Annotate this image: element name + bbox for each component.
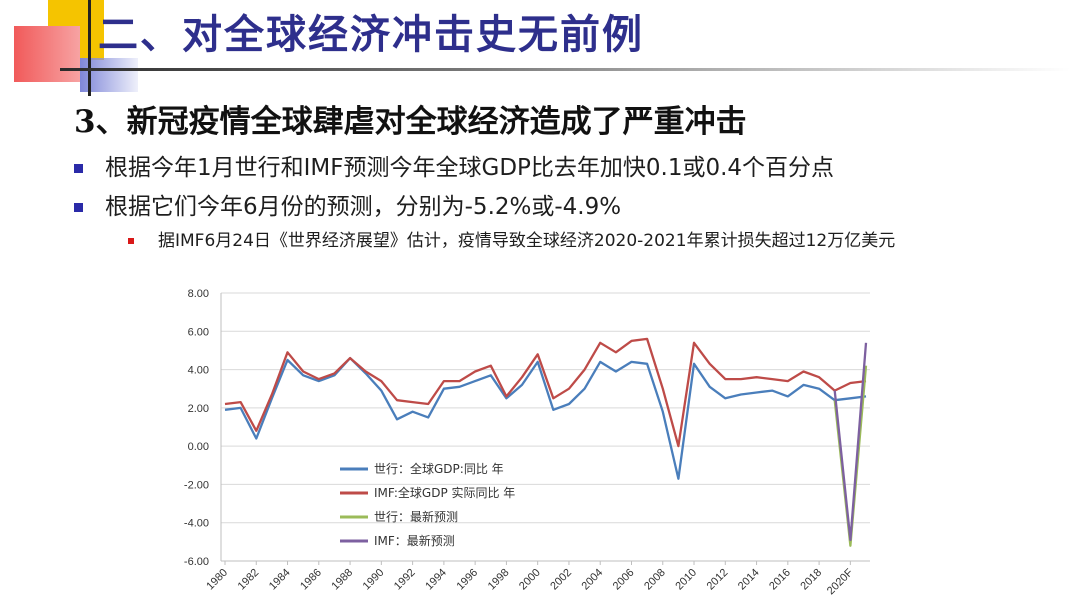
x-tick-label: 1984 [267,567,293,593]
legend-label: 世行：全球GDP:同比 年 [374,461,504,476]
y-axis-tick-labels: -6.00 -4.00 -2.00 0.00 2.00 4.00 6.00 8.00 [184,288,209,568]
x-tick-label: 2000 [517,567,543,593]
slide-heading: 3、新冠疫情全球肆虐对全球经济造成了严重冲击 [74,104,747,140]
x-tick-label: 2014 [736,567,762,593]
y-tick-label: -2.00 [184,479,209,491]
chart-series-lines [224,337,868,547]
y-tick-label: 8.00 [188,288,209,300]
chart-gridlines [221,292,870,562]
sub-bullet-text: 据IMF6月24日《世界经济展望》估计，疫情导致全球经济2020-2021年累计… [158,231,896,251]
bullet-item-1: 根据今年1月世行和IMF预测今年全球GDP比去年加快0.1或0.4个百分点 [74,148,834,182]
square-bullet-icon [74,164,83,173]
x-tick-label: 2020F [825,566,856,597]
x-axis-tick-labels: 1980 1982 1984 1986 1988 1990 1992 1994 1996 1998… [204,566,855,597]
x-tick-label: 2004 [580,567,606,593]
corner-decoration-red [14,26,80,82]
series-line [833,342,868,542]
series-line [224,356,867,480]
x-tick-label: 2010 [673,567,699,593]
title-underline [60,68,1070,71]
chart-axes [220,293,870,565]
x-tick-label: 1982 [236,567,262,593]
slide-title: 二、对全球经济冲击史无前例 [98,11,644,58]
legend-label: IMF:全球GDP 实际同比 年 [374,485,515,500]
bullet-text: 根据它们今年6月份的预测，分别为-5.2%或-4.9% [105,194,622,220]
bullet-text: 根据今年1月世行和IMF预测今年全球GDP比去年加快0.1或0.4个百分点 [105,155,835,181]
x-tick-label: 2016 [767,567,793,593]
series-line [224,337,867,448]
square-bullet-icon [128,238,134,244]
x-tick-label: 1980 [204,567,230,593]
x-tick-label: 2008 [642,567,668,593]
y-tick-label: -4.00 [184,518,209,530]
x-tick-label: 1994 [423,567,449,593]
y-tick-label: 6.00 [188,326,209,338]
chart-legend: 世行：全球GDP:同比 年 IMF:全球GDP 实际同比 年世行：最新预测 IMF：… [340,461,515,548]
bullet-item-2: 根据它们今年6月份的预测，分别为-5.2%或-4.9% [74,187,621,221]
x-tick-label: 2012 [705,567,731,593]
y-tick-label: 4.00 [188,365,209,377]
y-tick-label: 0.00 [188,441,209,453]
x-tick-label: 1990 [361,567,387,593]
sub-bullet-item: 据IMF6月24日《世界经济展望》估计，疫情导致全球经济2020-2021年累计… [128,226,895,251]
y-tick-label: -6.00 [184,556,209,568]
x-tick-label: 2018 [798,567,824,593]
x-tick-label: 1998 [486,567,512,593]
x-tick-label: 1996 [454,567,480,593]
y-tick-label: 2.00 [188,403,209,415]
square-bullet-icon [74,203,83,212]
corner-line-vertical [88,0,91,96]
x-tick-label: 2002 [548,567,574,593]
x-tick-label: 2006 [611,567,637,593]
x-tick-label: 1992 [392,567,418,593]
x-tick-label: 1988 [329,567,355,593]
legend-label: IMF：最新预测 [374,533,455,548]
legend-label: 世行：最新预测 [374,509,458,524]
x-tick-label: 1986 [298,567,324,593]
